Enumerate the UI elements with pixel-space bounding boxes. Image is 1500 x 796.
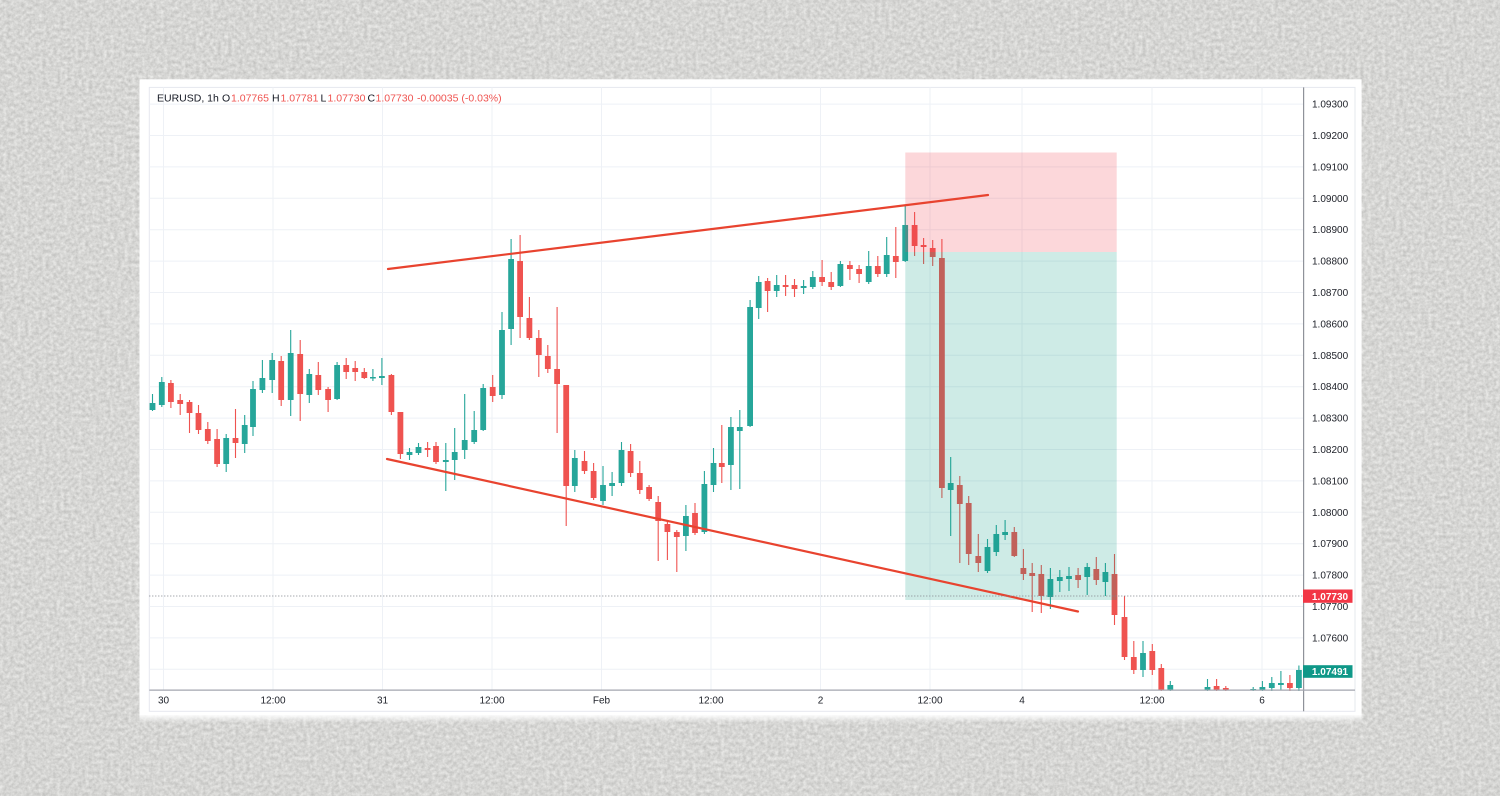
svg-text:C: C [368,93,376,105]
svg-text:12:00: 12:00 [698,696,723,707]
svg-text:1.07765: 1.07765 [231,93,269,105]
svg-text:1.08200: 1.08200 [1312,445,1349,456]
svg-text:EURUSD, 1h: EURUSD, 1h [157,93,219,105]
svg-text:1.08800: 1.08800 [1312,257,1349,268]
svg-text:1.08900: 1.08900 [1312,225,1349,236]
svg-text:12:00: 12:00 [260,696,285,707]
svg-text:12:00: 12:00 [917,696,942,707]
svg-text:1.07900: 1.07900 [1312,539,1349,550]
svg-text:12:00: 12:00 [479,696,504,707]
svg-text:1.07781: 1.07781 [281,93,319,105]
svg-text:1.08500: 1.08500 [1312,351,1349,362]
svg-text:4: 4 [1019,696,1025,707]
svg-text:1.07730: 1.07730 [376,93,414,105]
svg-text:1.07730: 1.07730 [1312,592,1349,603]
svg-text:O: O [222,93,230,105]
svg-text:Feb: Feb [593,696,611,707]
svg-text:1.08000: 1.08000 [1312,508,1349,519]
svg-text:1.09200: 1.09200 [1312,131,1349,142]
svg-text:1.08700: 1.08700 [1312,288,1349,299]
svg-text:6: 6 [1259,696,1265,707]
svg-text:H: H [272,93,280,105]
svg-text:1.07700: 1.07700 [1312,602,1349,613]
svg-text:1.07800: 1.07800 [1312,571,1349,582]
svg-text:1.08600: 1.08600 [1312,319,1349,330]
svg-text:1.08400: 1.08400 [1312,382,1349,393]
svg-text:12:00: 12:00 [1139,696,1164,707]
svg-text:2: 2 [818,696,824,707]
svg-text:1.07730: 1.07730 [328,93,366,105]
svg-text:1.08300: 1.08300 [1312,414,1349,425]
svg-text:L: L [321,93,327,105]
svg-text:1.07600: 1.07600 [1312,633,1349,644]
svg-text:1.07491: 1.07491 [1312,667,1349,678]
svg-text:1.09100: 1.09100 [1312,162,1349,173]
svg-text:1.08100: 1.08100 [1312,476,1349,487]
svg-text:-0.00035 (-0.03%): -0.00035 (-0.03%) [417,93,502,105]
svg-text:1.09000: 1.09000 [1312,194,1349,205]
svg-text:30: 30 [158,696,170,707]
svg-text:1.09300: 1.09300 [1312,100,1349,111]
svg-text:31: 31 [377,696,389,707]
